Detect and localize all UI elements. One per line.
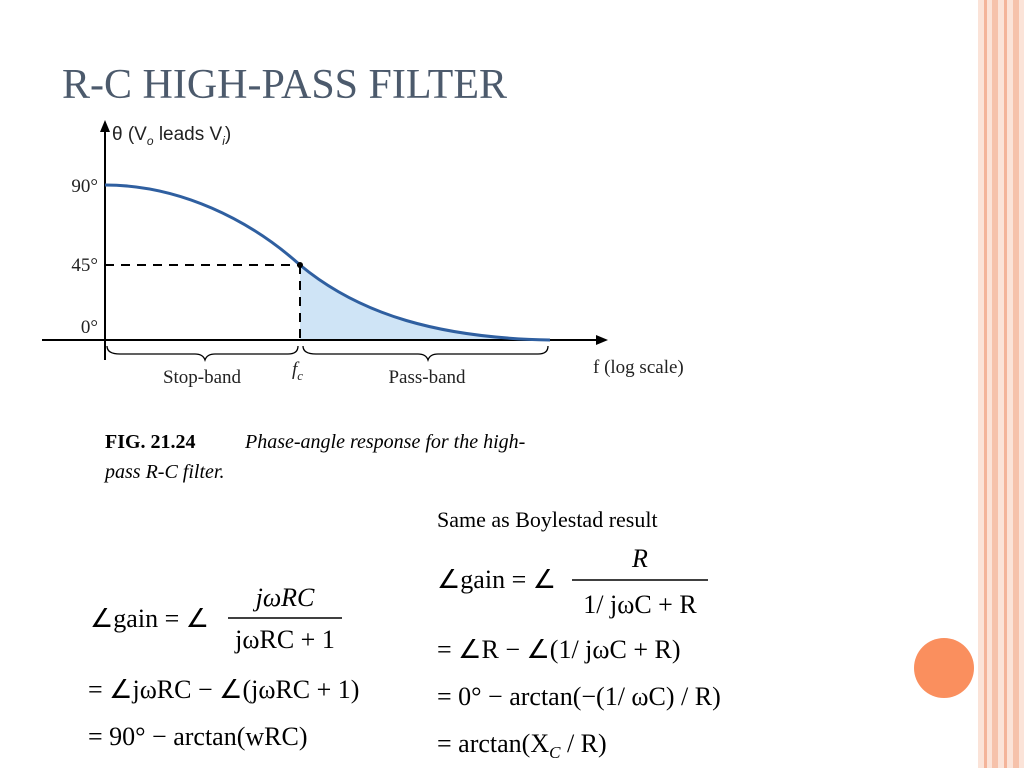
caption-text: Phase-angle response for the high-	[244, 431, 525, 453]
note: Same as Boylestad result	[437, 507, 658, 532]
label-part: θ (V	[112, 124, 147, 145]
denominator: jωRC + 1	[234, 625, 335, 654]
stripe	[992, 0, 998, 768]
y-axis-label: θ (Vo leads Vi)	[112, 124, 231, 148]
y-tick-label: 90°	[71, 176, 98, 197]
decor-circle	[914, 638, 974, 698]
equation-part: / R)	[560, 729, 606, 758]
cutoff-label: fc	[292, 359, 303, 383]
arrow	[100, 120, 110, 132]
numerator: jωRC	[253, 583, 315, 612]
band-label: Stop-band	[163, 367, 242, 388]
equation-line: = 0° − arctan(−(1/ ωC) / R)	[437, 682, 721, 711]
label-part: f	[292, 359, 300, 380]
x-axis-label: f (log scale)	[593, 357, 684, 378]
equation-lhs: ∠gain = ∠	[437, 565, 556, 594]
pass-area	[300, 265, 550, 340]
phase-figure: θ (Vo leads Vi) 90° 45° 0° Stop-band Pas…	[42, 120, 684, 483]
equation-sub: C	[549, 743, 561, 762]
numerator: R	[631, 544, 648, 573]
caption-number: FIG. 21.24	[105, 431, 196, 453]
equation-part: = arctan(X	[437, 729, 549, 758]
label-sub: i	[222, 134, 225, 148]
brace	[106, 345, 299, 363]
equation-line: = 90° − arctan(wRC)	[88, 722, 308, 751]
equation-line: = ∠jωRC − ∠(jωRC + 1)	[88, 675, 359, 704]
label-part: )	[225, 124, 231, 145]
slide-title: R-C HIGH-PASS FILTER	[62, 62, 507, 108]
stripe	[1004, 0, 1007, 768]
band-label: Pass-band	[388, 367, 466, 388]
stripe	[1013, 0, 1019, 768]
label-part: leads V	[154, 124, 223, 145]
y-tick-label: 45°	[71, 255, 98, 276]
caption-text: pass R-C filter.	[103, 461, 224, 483]
label-sub: o	[147, 134, 154, 148]
arrow	[596, 335, 608, 345]
equation-lhs: ∠gain = ∠	[90, 604, 209, 633]
label-sub: c	[297, 368, 303, 383]
stripe	[984, 0, 987, 768]
cutoff-point	[297, 262, 303, 268]
equation-line: = arctan(XC / R)	[437, 729, 607, 762]
equation-line: = ∠R − ∠(1/ jωC + R)	[437, 635, 681, 664]
denominator: 1/ jωC + R	[583, 590, 697, 619]
y-tick-label: 0°	[81, 317, 98, 338]
brace	[302, 345, 549, 363]
